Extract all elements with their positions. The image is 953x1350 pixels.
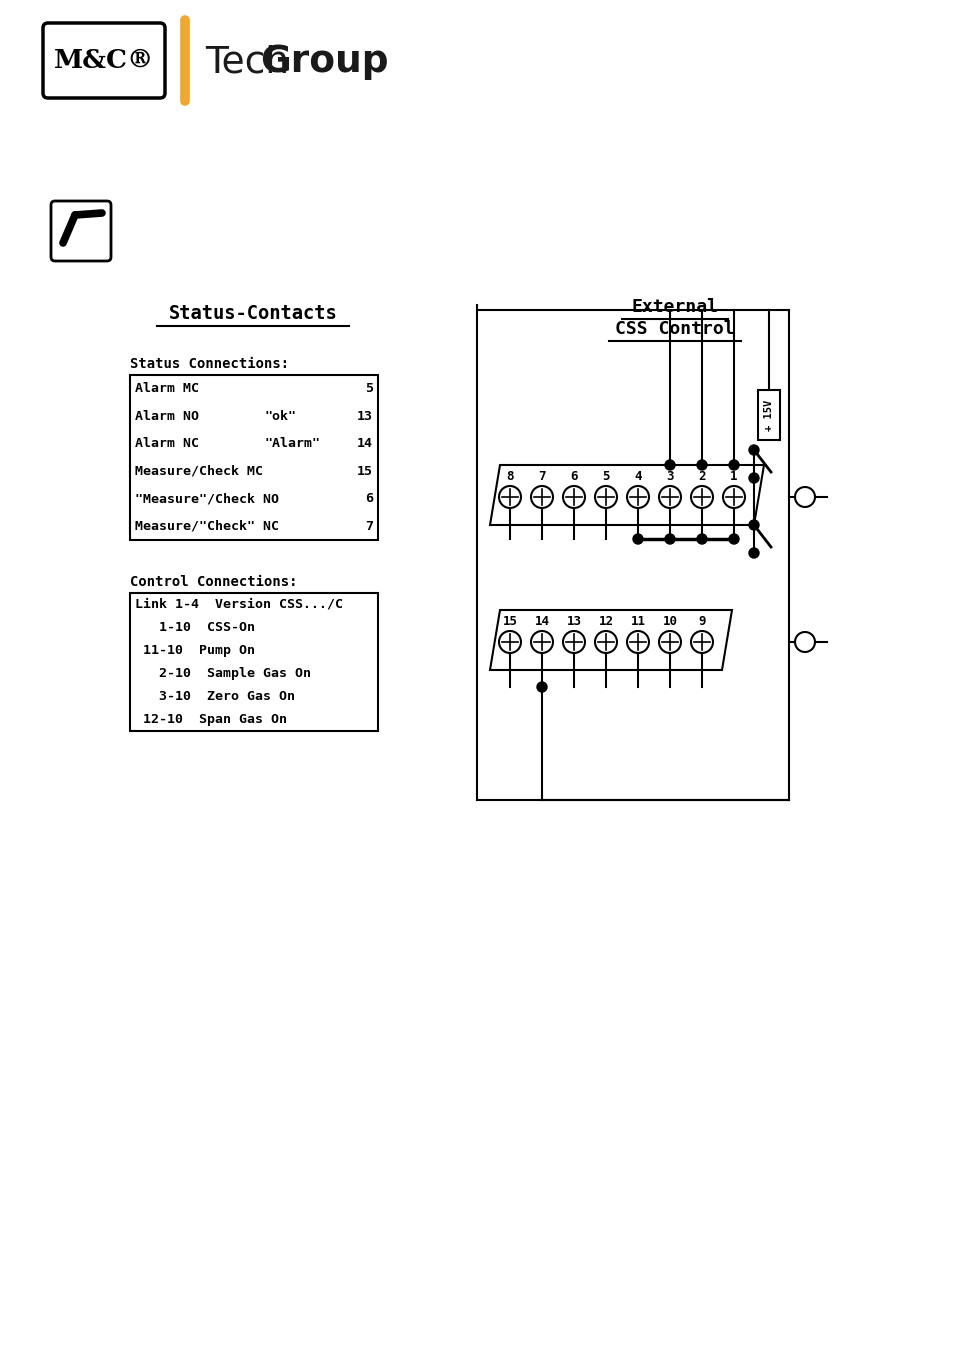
Text: 7: 7 <box>365 520 373 533</box>
Text: Status-Contacts: Status-Contacts <box>169 304 337 323</box>
Text: External: External <box>631 298 718 316</box>
Circle shape <box>728 535 739 544</box>
Text: Alarm NC: Alarm NC <box>135 437 199 451</box>
Circle shape <box>748 446 759 455</box>
Text: 14: 14 <box>356 437 373 451</box>
Text: 1: 1 <box>729 471 737 483</box>
Text: Control Connections:: Control Connections: <box>130 575 297 589</box>
Text: "Measure"/Check NO: "Measure"/Check NO <box>135 493 278 505</box>
Text: 5: 5 <box>601 471 609 483</box>
Text: Measure/Check MC: Measure/Check MC <box>135 464 263 478</box>
Text: 2: 2 <box>698 471 705 483</box>
Circle shape <box>664 460 675 470</box>
Text: 13: 13 <box>566 616 581 629</box>
Text: 6: 6 <box>365 493 373 505</box>
Circle shape <box>748 520 759 531</box>
Bar <box>130 593 377 730</box>
Text: Alarm NO: Alarm NO <box>135 410 199 423</box>
Text: Status Connections:: Status Connections: <box>130 356 289 371</box>
Text: 4: 4 <box>634 471 641 483</box>
Circle shape <box>697 535 706 544</box>
Text: 7: 7 <box>537 471 545 483</box>
Text: 11-10  Pump On: 11-10 Pump On <box>135 644 254 657</box>
Circle shape <box>728 460 739 470</box>
FancyBboxPatch shape <box>51 201 111 261</box>
Text: + 15V: + 15V <box>763 400 773 431</box>
Text: 9: 9 <box>698 616 705 629</box>
Text: 3: 3 <box>665 471 673 483</box>
Text: M&C®: M&C® <box>53 49 154 73</box>
Bar <box>130 375 377 540</box>
Text: Measure/"Check" NC: Measure/"Check" NC <box>135 520 278 533</box>
Text: 11: 11 <box>630 616 645 629</box>
Circle shape <box>664 535 675 544</box>
Text: Link 1-4  Version CSS.../C: Link 1-4 Version CSS.../C <box>135 598 343 612</box>
Circle shape <box>633 535 642 544</box>
Bar <box>758 390 780 440</box>
Text: 10: 10 <box>661 616 677 629</box>
Text: 12: 12 <box>598 616 613 629</box>
Text: 14: 14 <box>534 616 549 629</box>
Text: 12-10  Span Gas On: 12-10 Span Gas On <box>135 713 287 726</box>
Circle shape <box>748 548 759 558</box>
Text: 8: 8 <box>506 471 514 483</box>
Text: "ok": "ok" <box>265 410 296 423</box>
Text: CSS Control: CSS Control <box>615 320 734 338</box>
Text: "Alarm": "Alarm" <box>265 437 320 451</box>
FancyBboxPatch shape <box>43 23 165 99</box>
Text: Tech: Tech <box>205 45 289 81</box>
Text: Group: Group <box>260 45 388 81</box>
Text: 15: 15 <box>356 464 373 478</box>
Text: Alarm MC: Alarm MC <box>135 382 199 396</box>
Circle shape <box>537 682 546 693</box>
Text: 13: 13 <box>356 410 373 423</box>
Text: 1-10  CSS-On: 1-10 CSS-On <box>135 621 254 634</box>
Circle shape <box>748 472 759 483</box>
Text: 3-10  Zero Gas On: 3-10 Zero Gas On <box>135 690 294 703</box>
Text: 5: 5 <box>365 382 373 396</box>
Circle shape <box>697 460 706 470</box>
Text: 6: 6 <box>570 471 578 483</box>
Text: 2-10  Sample Gas On: 2-10 Sample Gas On <box>135 667 311 680</box>
Text: 15: 15 <box>502 616 517 629</box>
